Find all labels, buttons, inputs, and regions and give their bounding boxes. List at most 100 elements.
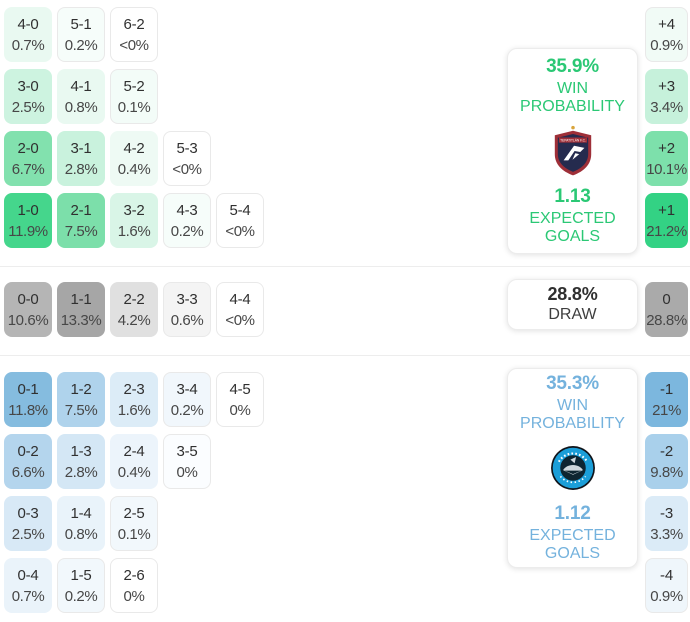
scoreline: +1 bbox=[658, 201, 675, 219]
scoreline: 1-3 bbox=[70, 442, 92, 460]
probability: 2.8% bbox=[64, 160, 98, 178]
away-expected-goals-label: EXPECTED GOALS bbox=[529, 527, 616, 563]
away-win-score-grid: 0-1 11.8% 1-2 7.5% 2-3 1.6% 3-4 0.2% 4-5 0% 0-2 6.6… bbox=[4, 372, 264, 613]
probability: 0.2% bbox=[170, 222, 204, 240]
draw-score-grid: 0-0 10.6% 1-1 13.3% 2-2 4.2% 3-3 0.6% 4-4 <0% bbox=[4, 282, 264, 337]
diff-cell-row: +1 21.2% bbox=[645, 193, 688, 248]
scoreline: 0-4 bbox=[17, 566, 39, 584]
probability: 0% bbox=[229, 401, 251, 419]
home-expected-goals-value: 1.13 bbox=[554, 186, 591, 207]
away-team-crest bbox=[550, 443, 596, 493]
probability: 0.8% bbox=[64, 525, 98, 543]
section-divider bbox=[0, 355, 690, 356]
probability: 1.6% bbox=[117, 222, 151, 240]
scoreline: 4-5 bbox=[229, 380, 251, 398]
away-win-probability-label: WIN PROBABILITY bbox=[520, 396, 625, 432]
score-cell: 0-4 0.7% bbox=[4, 558, 52, 613]
diff-cell-row: -2 9.8% bbox=[645, 434, 688, 489]
score-cell: 1-4 0.8% bbox=[57, 496, 105, 551]
scoreline: 5-1 bbox=[70, 15, 92, 33]
scoreline: 1-5 bbox=[70, 566, 92, 584]
score-cell: 2-2 4.2% bbox=[110, 282, 158, 337]
probability: 0.2% bbox=[170, 401, 204, 419]
diff-cell: -1 21% bbox=[645, 372, 688, 427]
diff-cell: +3 3.4% bbox=[645, 69, 688, 124]
diff-cell: -3 3.3% bbox=[645, 496, 688, 551]
probability: 0.2% bbox=[64, 36, 98, 54]
score-cell-row: 0-3 2.5% 1-4 0.8% 2-5 0.1% bbox=[4, 496, 264, 551]
score-cell-row: 0-2 6.6% 1-3 2.8% 2-4 0.4% 3-5 0% bbox=[4, 434, 264, 489]
score-cell: 3-1 2.8% bbox=[57, 131, 105, 186]
scoreline: 4-2 bbox=[123, 139, 145, 157]
score-cell: 3-0 2.5% bbox=[4, 69, 52, 124]
scoreline: +3 bbox=[658, 77, 675, 95]
probability: 7.5% bbox=[64, 401, 98, 419]
diff-cell-row: -4 0.9% bbox=[645, 558, 688, 613]
probability: 0.8% bbox=[64, 98, 98, 116]
score-cell: 1-2 7.5% bbox=[57, 372, 105, 427]
score-cell: 3-5 0% bbox=[163, 434, 211, 489]
scoreline: 5-2 bbox=[123, 77, 145, 95]
score-cell: 2-4 0.4% bbox=[110, 434, 158, 489]
score-cell: 0-3 2.5% bbox=[4, 496, 52, 551]
round-crest-icon bbox=[550, 446, 595, 490]
scoreline: 3-3 bbox=[176, 290, 198, 308]
scoreline: 2-2 bbox=[123, 290, 145, 308]
scoreline: 2-0 bbox=[17, 139, 39, 157]
away-win-panel: 35.3% WIN PROBABILITY 1.12 EXPECTED GOAL… bbox=[507, 368, 638, 568]
probability: 0.1% bbox=[117, 525, 151, 543]
scoreline: 1-1 bbox=[70, 290, 92, 308]
draw-goal-diff-cell: 0 28.8% bbox=[645, 282, 688, 337]
diff-cell: -4 0.9% bbox=[645, 558, 688, 613]
scoreline: 6-2 bbox=[123, 15, 145, 33]
scoreline: -2 bbox=[660, 442, 673, 460]
score-cell: 5-4 <0% bbox=[216, 193, 264, 248]
scoreline: 0-3 bbox=[17, 504, 39, 522]
scoreline: -4 bbox=[660, 566, 673, 584]
score-cell: 3-4 0.2% bbox=[163, 372, 211, 427]
probability: 21% bbox=[652, 401, 681, 419]
away-expected-goals-value: 1.12 bbox=[554, 503, 591, 524]
scoreline: 4-3 bbox=[176, 201, 198, 219]
score-cell: 3-2 1.6% bbox=[110, 193, 158, 248]
score-cell: 0-0 10.6% bbox=[4, 282, 52, 337]
probability: 3.3% bbox=[650, 525, 683, 543]
score-cell: 1-0 11.9% bbox=[4, 193, 52, 248]
probability: 0.9% bbox=[650, 587, 683, 605]
scoreline: 1-2 bbox=[70, 380, 92, 398]
probability: 0.4% bbox=[117, 160, 151, 178]
score-cell: 4-5 0% bbox=[216, 372, 264, 427]
probability: 11.8% bbox=[8, 401, 48, 419]
probability: 0% bbox=[123, 587, 145, 605]
probability: 7.5% bbox=[64, 222, 98, 240]
draw-probability-value: 28.8% bbox=[547, 284, 598, 305]
away-goal-diff-column: -1 21% -2 9.8% -3 3.3% -4 0.9% bbox=[645, 372, 688, 613]
home-win-probability-value: 35.9% bbox=[546, 55, 599, 77]
probability: <0% bbox=[172, 160, 202, 178]
away-win-probability-value: 35.3% bbox=[546, 372, 599, 394]
probability: 0.6% bbox=[170, 311, 204, 329]
scoreline: 3-0 bbox=[17, 77, 39, 95]
probability: 28.8% bbox=[646, 311, 687, 329]
score-cell-row: 0-4 0.7% 1-5 0.2% 2-6 0% bbox=[4, 558, 264, 613]
probability: 2.8% bbox=[64, 463, 98, 481]
scoreline: -1 bbox=[660, 380, 673, 398]
diff-cell-row: +3 3.4% bbox=[645, 69, 688, 124]
scoreline: 3-1 bbox=[70, 139, 92, 157]
probability: 13.3% bbox=[60, 311, 102, 329]
probability: 6.6% bbox=[11, 463, 45, 481]
scoreline: 3-4 bbox=[176, 380, 198, 398]
probability: 0.4% bbox=[117, 463, 151, 481]
score-cell: 0-1 11.8% bbox=[4, 372, 52, 427]
score-cell: 1-3 2.8% bbox=[57, 434, 105, 489]
home-expected-goals-label: EXPECTED GOALS bbox=[529, 210, 616, 246]
scoreline: 4-4 bbox=[229, 290, 251, 308]
draw-label: DRAW bbox=[548, 306, 597, 324]
probability: 9.8% bbox=[650, 463, 683, 481]
scoreline: 2-4 bbox=[123, 442, 145, 460]
probability: 4.2% bbox=[117, 311, 151, 329]
scoreline: +2 bbox=[658, 139, 675, 157]
scoreline: 4-1 bbox=[70, 77, 92, 95]
home-win-probability-label: WIN PROBABILITY bbox=[520, 79, 625, 115]
